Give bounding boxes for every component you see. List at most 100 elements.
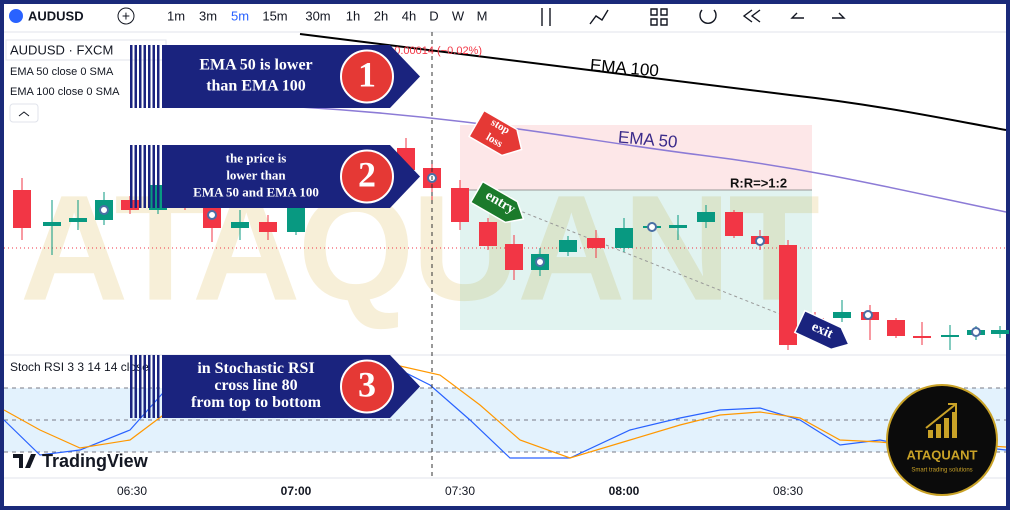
candle-body bbox=[913, 336, 931, 338]
toolbar-icon[interactable] bbox=[541, 8, 551, 26]
logo-bar bbox=[928, 430, 933, 438]
brand: TradingView bbox=[42, 451, 149, 471]
candle-body bbox=[887, 320, 905, 336]
toolbar-icon[interactable] bbox=[650, 8, 668, 26]
time-label: 08:00 bbox=[609, 484, 640, 498]
time-label: 07:30 bbox=[445, 484, 475, 498]
stoch-k bbox=[3, 359, 1007, 459]
interval[interactable]: M bbox=[477, 8, 488, 23]
toolbar-icon[interactable] bbox=[699, 9, 717, 24]
interval[interactable]: 1h bbox=[346, 8, 360, 23]
time-label: 08:30 bbox=[773, 484, 803, 498]
callout-stripe bbox=[157, 45, 160, 108]
ema-100 bbox=[299, 33, 1007, 131]
interval[interactable]: 2h bbox=[374, 8, 388, 23]
interval[interactable]: D bbox=[429, 8, 438, 23]
marker bbox=[647, 222, 657, 232]
candle-body bbox=[43, 222, 61, 226]
toolbar-icon[interactable] bbox=[589, 9, 609, 25]
logo-arrow bbox=[925, 403, 957, 429]
exit-tag bbox=[793, 309, 850, 351]
time-label: 06:30 bbox=[117, 484, 147, 498]
interval[interactable]: 30m bbox=[305, 8, 330, 23]
callout-number: 2 bbox=[358, 154, 376, 194]
candle-body bbox=[587, 238, 605, 248]
callout-text: EMA 50 and EMA 100 bbox=[193, 184, 319, 199]
add-button[interactable] bbox=[117, 7, 135, 25]
legend-ema100: EMA 100 close 0 SMA bbox=[10, 86, 120, 98]
candle-body bbox=[697, 212, 715, 222]
candle-body bbox=[559, 240, 577, 252]
marker bbox=[535, 257, 545, 267]
callout-stripe bbox=[134, 145, 137, 208]
logo-bar bbox=[944, 418, 949, 438]
callout-text: in Stochastic RSI bbox=[197, 360, 314, 377]
toolbar-icon[interactable] bbox=[790, 12, 804, 19]
marker bbox=[755, 236, 765, 246]
candle-body bbox=[479, 222, 497, 246]
toolbar-icon[interactable] bbox=[832, 12, 846, 19]
interval[interactable]: 1m bbox=[167, 8, 185, 23]
interval[interactable]: 3m bbox=[199, 8, 217, 23]
callout-stripe bbox=[139, 355, 142, 418]
callout-stripe bbox=[143, 355, 146, 418]
callout-stripe bbox=[130, 145, 133, 208]
callout-text: from top to bottom bbox=[191, 394, 322, 411]
risk-reward: R:R=>1:2 bbox=[730, 175, 787, 190]
brand-logo bbox=[13, 454, 36, 468]
candle-body bbox=[833, 312, 851, 318]
candle-body bbox=[615, 228, 633, 248]
callout-stripe bbox=[130, 45, 133, 108]
candle-body bbox=[505, 244, 523, 270]
symbol-icon bbox=[9, 9, 23, 23]
logo bbox=[886, 384, 998, 496]
callout-text: cross line 80 bbox=[214, 377, 297, 394]
callout-text: the price is bbox=[226, 150, 287, 165]
interval[interactable]: 15m bbox=[262, 8, 287, 23]
candle-body bbox=[669, 225, 687, 228]
stoch-d bbox=[3, 364, 1007, 459]
callout-stripe bbox=[139, 145, 142, 208]
marker bbox=[207, 210, 217, 220]
callout-number: 1 bbox=[358, 54, 376, 94]
legend-symbol: AUDUSD · FXCM bbox=[10, 42, 113, 57]
interval[interactable]: 5m bbox=[231, 8, 249, 23]
logo-bar bbox=[936, 424, 941, 438]
callout-stripe bbox=[152, 145, 155, 208]
trade-path bbox=[499, 202, 791, 319]
callout-stripe bbox=[157, 145, 160, 208]
ema-50 bbox=[299, 106, 1007, 213]
stop-loss-tag bbox=[468, 109, 523, 157]
candle-body bbox=[725, 212, 743, 236]
symbol[interactable]: AUDUSD bbox=[28, 8, 84, 23]
callout-text: lower than bbox=[226, 167, 286, 182]
interval[interactable]: 4h bbox=[402, 8, 416, 23]
callout-stripe bbox=[134, 45, 137, 108]
candle-body bbox=[941, 335, 959, 337]
callout-stripe bbox=[148, 45, 151, 108]
callout-badge bbox=[340, 149, 394, 204]
legend-ema50: EMA 50 close 0 SMA bbox=[10, 66, 114, 78]
callout-stripe bbox=[152, 355, 155, 418]
callout-number: 3 bbox=[358, 364, 376, 404]
interval[interactable]: W bbox=[452, 8, 465, 23]
collapse-button[interactable] bbox=[9, 103, 39, 123]
logo-name: ATAQUANT bbox=[906, 447, 977, 462]
candle-body bbox=[991, 330, 1009, 334]
collapse-icon bbox=[18, 111, 30, 117]
entry-tag bbox=[469, 180, 525, 224]
callout-stripe bbox=[130, 355, 133, 418]
callout-stripe bbox=[152, 45, 155, 108]
callout-stripe bbox=[148, 355, 151, 418]
oscillator-label: Stoch RSI 3 3 14 14 close bbox=[10, 360, 149, 374]
time-label: 07:00 bbox=[281, 484, 312, 498]
marker bbox=[863, 310, 873, 320]
callout-text: than EMA 100 bbox=[206, 78, 306, 95]
callout-stripe bbox=[143, 145, 146, 208]
candle-body bbox=[451, 188, 469, 222]
toolbar bbox=[4, 4, 1006, 32]
candle-body bbox=[259, 222, 277, 232]
toolbar-icon[interactable] bbox=[742, 9, 761, 23]
